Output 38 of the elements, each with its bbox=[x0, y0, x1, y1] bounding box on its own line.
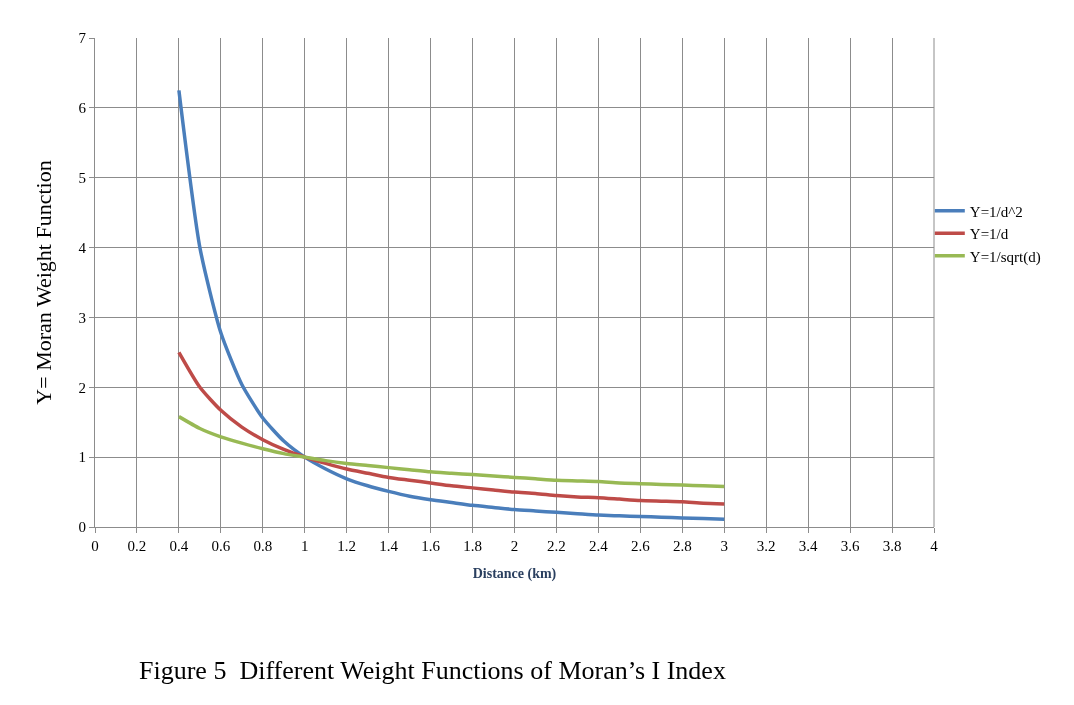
caption: Figure 5 Different Weight Functions of Moran’s I Index bbox=[139, 656, 726, 685]
line-series bbox=[177, 88, 726, 522]
y-tick-label: 1 bbox=[78, 449, 86, 466]
legend-label: Y=1/d bbox=[969, 226, 1009, 243]
x-tick-label: 3.4 bbox=[798, 538, 819, 554]
y-tick-label: 0 bbox=[78, 519, 86, 536]
x-axis-title: Distance (km) bbox=[472, 566, 557, 583]
x-tick-label: 2.4 bbox=[589, 538, 609, 554]
line-series bbox=[177, 414, 726, 489]
x-tick-label: 1 bbox=[301, 538, 309, 554]
x-tick-label: 3.2 bbox=[756, 538, 776, 554]
x-tick-label: 1.8 bbox=[463, 538, 482, 554]
x-tick-label: 3.8 bbox=[882, 538, 902, 554]
y-tick-label: 6 bbox=[78, 100, 87, 117]
y-tick-label: 3 bbox=[78, 309, 86, 326]
x-tick-label: 3 bbox=[720, 538, 728, 554]
x-tick-label: 1.2 bbox=[337, 538, 357, 554]
x-tick-label: 0 bbox=[91, 538, 99, 554]
x-tick-label: 0.6 bbox=[211, 538, 231, 554]
x-tick-label: 0.2 bbox=[127, 538, 147, 554]
legend-label: Y=1/sqrt(d) bbox=[969, 248, 1041, 266]
x-tick-label: 3.6 bbox=[840, 538, 860, 554]
x-tick-label: 2.8 bbox=[672, 538, 692, 554]
line-series bbox=[177, 350, 726, 506]
x-tick-label: 2.6 bbox=[630, 538, 651, 554]
legend-label: Y=1/d^2 bbox=[969, 203, 1023, 220]
x-tick-label: 2 bbox=[510, 538, 519, 554]
y-tick-label: 2 bbox=[78, 379, 86, 396]
x-tick-label: 1.4 bbox=[379, 538, 399, 554]
x-tick-label: 0.4 bbox=[169, 538, 189, 554]
y-axis-title: Y= Moran Weight Function bbox=[31, 160, 57, 405]
y-tick-label: 7 bbox=[78, 30, 87, 47]
x-tick-label: 1.6 bbox=[421, 538, 441, 554]
y-tick-label: 4 bbox=[78, 239, 87, 256]
y-tick-label: 5 bbox=[78, 169, 86, 186]
x-tick-label: 4 bbox=[930, 538, 939, 554]
x-tick-label: 0.8 bbox=[253, 538, 273, 554]
x-tick-label: 2.2 bbox=[547, 538, 566, 554]
